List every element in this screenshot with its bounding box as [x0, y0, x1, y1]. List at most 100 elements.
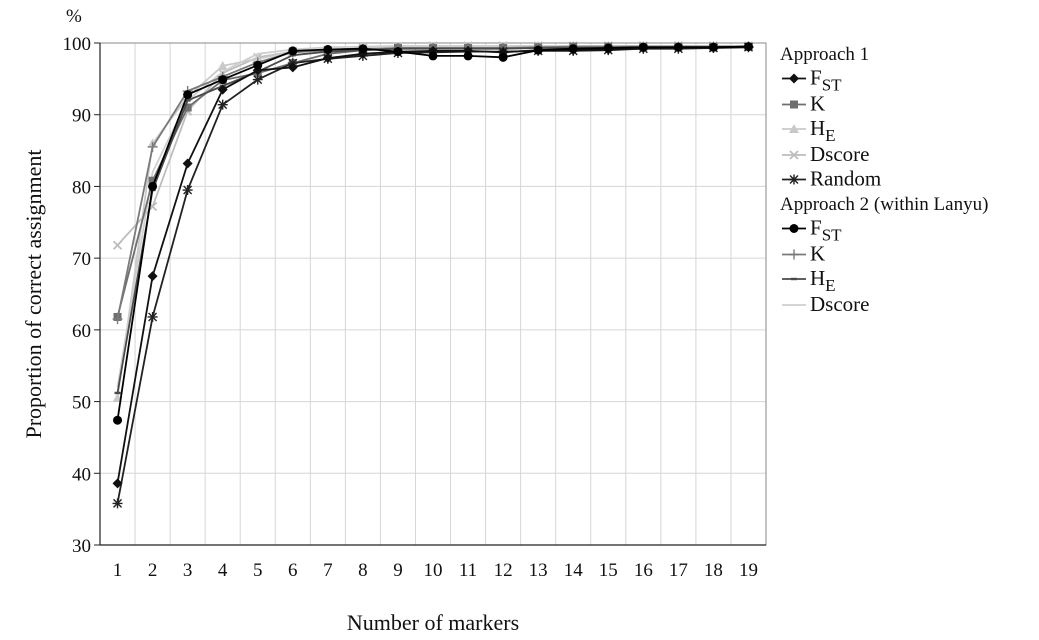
- legend-swatch: [782, 249, 806, 260]
- legend-swatch-marker: [789, 249, 799, 260]
- x-tick-label: 13: [529, 560, 548, 581]
- data-point-a2-fst: [183, 90, 193, 100]
- x-tick-label: 17: [669, 560, 688, 581]
- series-a1-random: [112, 42, 754, 509]
- data-point-a1-fst: [147, 271, 158, 282]
- data-point-a2-fst: [393, 47, 403, 57]
- data-point-a2-k: [112, 314, 123, 325]
- data-point-a2-fst: [603, 43, 613, 53]
- x-tick-label: 15: [599, 560, 618, 581]
- series: [112, 40, 754, 509]
- legend-label: Random: [810, 167, 881, 191]
- legend-swatch-marker: [789, 224, 799, 233]
- x-tick-label: 4: [218, 560, 228, 581]
- grid-lines: [100, 42, 766, 545]
- legend-swatch: [782, 124, 806, 133]
- y-tick-label: 100: [63, 34, 92, 55]
- data-point-a2-fst: [428, 51, 438, 61]
- legend-swatch-marker: [790, 100, 798, 109]
- data-point-a1-fst: [182, 158, 193, 169]
- x-tick-label: 19: [739, 560, 758, 581]
- data-point-a2-fst: [358, 44, 368, 54]
- series-line-a1-k: [116, 45, 749, 318]
- series-line-a1-random: [116, 46, 749, 504]
- x-tick-label: 9: [393, 560, 403, 581]
- x-tick-label: 6: [288, 560, 298, 581]
- y-tick-label: 90: [72, 106, 91, 127]
- series-a2-fst: [113, 42, 753, 425]
- y-tick-label: 30: [72, 536, 91, 557]
- series-a2-he: [114, 45, 752, 395]
- data-point-a1-fst: [217, 84, 228, 95]
- x-tick-label: 16: [634, 560, 653, 581]
- data-point-a2-fst: [463, 51, 473, 61]
- x-tick-label: 8: [358, 560, 368, 581]
- y-tick-label: 50: [72, 393, 91, 414]
- data-point-a1-k: [148, 176, 157, 185]
- legend-group-title: Approach 2 (within Lanyu): [780, 194, 988, 215]
- x-axis-title: Number of markers: [347, 610, 519, 635]
- legend-swatch: [782, 174, 806, 185]
- series-line-a1-he: [116, 45, 749, 399]
- data-point-a2-fst: [708, 42, 718, 52]
- data-point-a2-fst: [323, 44, 333, 54]
- series-a1-dscore: [112, 41, 754, 250]
- data-point-a1-fst: [112, 478, 123, 489]
- legend-swatch: [782, 277, 806, 281]
- data-point-a1-random: [182, 185, 193, 196]
- legend-label: FST: [810, 66, 842, 95]
- x-tick-label: 12: [494, 560, 513, 581]
- data-point-a2-fst: [673, 42, 683, 52]
- y-axis-title: Proportion of correct assignment: [21, 150, 46, 439]
- data-point-a2-fst: [148, 181, 158, 191]
- data-point-a1-random: [147, 311, 158, 322]
- legend-group-title: Approach 1: [780, 44, 869, 65]
- y-tick-label: 70: [72, 249, 91, 270]
- legend-swatch: [782, 73, 806, 84]
- data-point-a1-fst: [322, 53, 333, 64]
- data-point-a2-fst: [498, 52, 508, 62]
- series-line-a2-he: [116, 45, 749, 394]
- data-point-a2-fst: [288, 46, 298, 56]
- legend-label: HE: [810, 116, 836, 145]
- x-tick-label: 1: [113, 560, 123, 581]
- y-tick-label: 80: [72, 177, 91, 198]
- y-tick-label: 60: [72, 321, 91, 342]
- data-point-a2-fst: [568, 44, 578, 54]
- legend-label: Dscore: [810, 142, 869, 166]
- series-a1-he: [112, 40, 754, 402]
- series-a2-dscore: [116, 45, 749, 388]
- x-tick-label: 7: [323, 560, 333, 581]
- x-tick-label: 5: [253, 560, 263, 581]
- legend-swatch-marker: [791, 277, 797, 281]
- x-tick-label: 11: [459, 560, 477, 581]
- data-point-a2-k: [147, 141, 158, 152]
- data-point-a1-he: [217, 60, 228, 70]
- legend-swatch-marker: [789, 174, 799, 185]
- data-point-a1-k: [183, 103, 192, 112]
- data-point-a1-random: [112, 498, 123, 509]
- legend-swatch: [782, 224, 806, 233]
- y-tick-label: 40: [72, 464, 91, 485]
- series-line-a2-fst: [116, 45, 749, 421]
- series-line-a1-fst: [116, 45, 749, 484]
- legend-swatch-marker: [789, 150, 799, 160]
- data-point-a1-fst: [287, 62, 298, 73]
- data-point-a2-fst: [113, 415, 123, 425]
- data-point-a1-random: [252, 74, 263, 85]
- data-point-a2-fst: [638, 42, 648, 52]
- data-point-a2-fst: [253, 60, 263, 70]
- legend-swatch-marker: [789, 124, 799, 133]
- legend-label: FST: [810, 216, 842, 245]
- legend-label: HE: [810, 266, 836, 295]
- data-point-a1-random: [217, 99, 228, 110]
- x-tick-label: 10: [424, 560, 443, 581]
- legend-swatch-marker: [789, 73, 799, 84]
- data-point-a2-fst: [743, 42, 753, 52]
- series-line-a2-dscore: [116, 45, 749, 388]
- legend-label: K: [810, 242, 825, 266]
- data-point-a2-fst: [218, 75, 228, 85]
- x-tick-label: 2: [148, 560, 158, 581]
